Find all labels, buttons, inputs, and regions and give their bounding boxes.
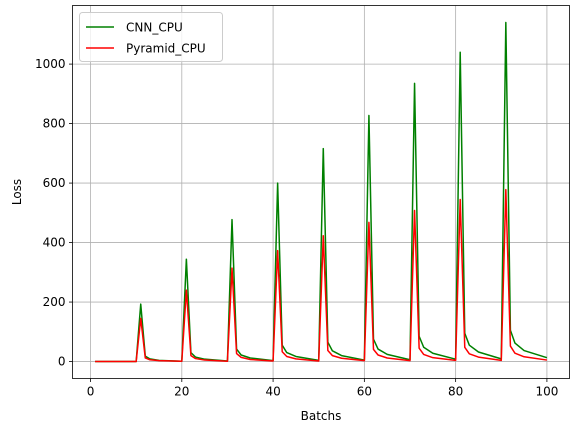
x-tick-label: 80 [448,385,463,399]
y-axis-label: Loss [10,179,24,205]
legend-label-pyramid-cpu: Pyramid_CPU [126,42,206,56]
y-tick-label: 600 [43,176,66,190]
x-tick-label: 100 [535,385,558,399]
x-tick-label: 0 [87,385,95,399]
legend: CNN_CPU Pyramid_CPU [79,12,223,62]
x-tick-label: 40 [265,385,280,399]
y-tick-label: 0 [58,355,66,369]
x-tick-label: 60 [357,385,372,399]
x-axis-ticks: 0 20 40 60 80 100 [87,378,558,399]
legend-box [79,12,223,62]
series-line-pyramid-cpu [95,188,548,363]
y-tick-label: 200 [43,295,66,309]
y-tick-label: 800 [43,117,66,131]
series-layer [95,21,548,363]
y-axis-ticks: 0 200 400 600 800 1000 [35,57,73,369]
plot-frame [72,5,570,379]
legend-label-cnn-cpu: CNN_CPU [126,21,183,35]
x-tick-label: 20 [174,385,189,399]
y-tick-label: 400 [43,236,66,250]
x-axis-label: Batchs [301,409,342,423]
y-tick-label: 1000 [35,57,66,71]
